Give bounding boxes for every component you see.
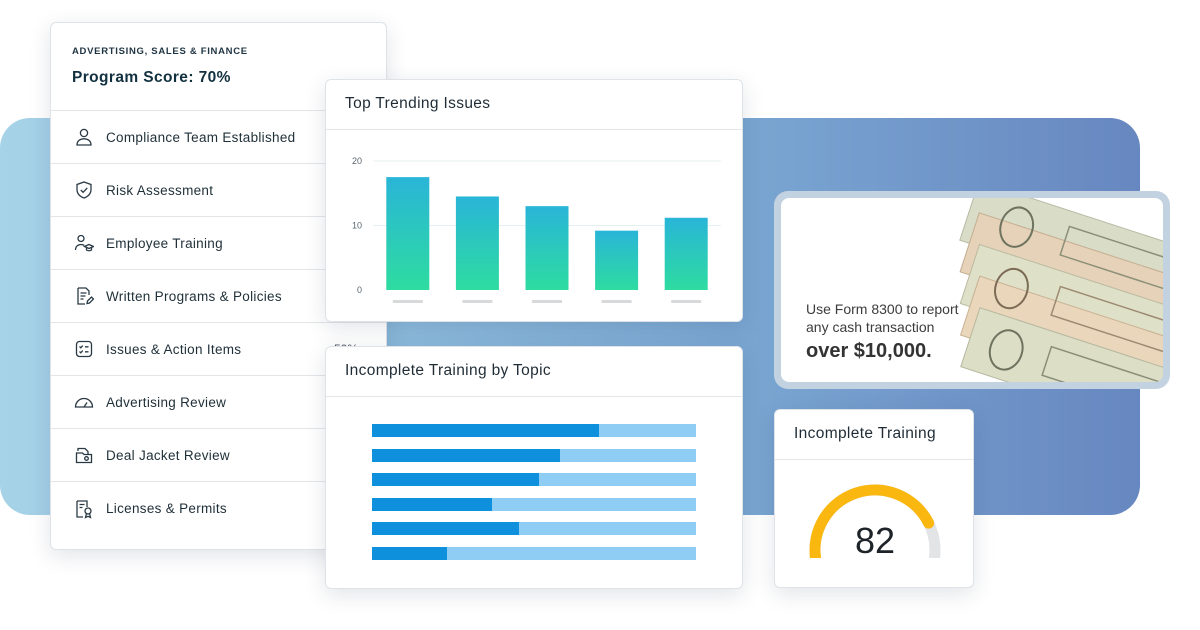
program-category: ADVERTISING, SALES & FINANCE bbox=[72, 46, 248, 57]
x-tick-placeholder bbox=[532, 300, 562, 303]
y-tick-label: 10 bbox=[352, 221, 362, 231]
topic-bar-fill bbox=[372, 497, 492, 511]
folder-icon bbox=[73, 444, 95, 466]
ad-line-2: any cash transaction bbox=[806, 319, 935, 335]
topic-bar[interactable] bbox=[372, 546, 696, 560]
program-item-employee-training[interactable]: Employee Training bbox=[51, 217, 386, 270]
bar[interactable] bbox=[664, 217, 708, 290]
topic-bar[interactable] bbox=[372, 473, 696, 486]
topic-bar-fill bbox=[372, 473, 539, 486]
topic-title: Incomplete Training by Topic bbox=[326, 347, 742, 397]
topic-bar-fill bbox=[372, 546, 447, 560]
program-item-label: Employee Training bbox=[106, 235, 223, 251]
form-8300-banner-inner: Use Form 8300 to report any cash transac… bbox=[781, 198, 1163, 382]
x-tick-placeholder bbox=[392, 300, 423, 303]
topic-bar[interactable] bbox=[372, 424, 696, 437]
program-item-label: Deal Jacket Review bbox=[106, 447, 230, 463]
ad-line-3: over $10,000. bbox=[806, 340, 932, 362]
topic-bar[interactable] bbox=[372, 497, 696, 511]
program-item-label: Compliance Team Established bbox=[106, 129, 296, 145]
user-icon bbox=[73, 126, 95, 148]
trending-title: Top Trending Issues bbox=[326, 80, 742, 130]
trending-bar-chart: 0 10 20 bbox=[352, 156, 721, 303]
cash-image bbox=[959, 198, 1163, 382]
ad-line-1: Use Form 8300 to report bbox=[806, 301, 959, 317]
x-tick-placeholder bbox=[601, 300, 632, 303]
topic-bar-list bbox=[372, 424, 696, 571]
topic-bar[interactable] bbox=[372, 448, 696, 462]
program-item-advertising-review[interactable]: Advertising Review bbox=[51, 376, 386, 429]
certificate-icon bbox=[73, 498, 95, 520]
incomplete-training-gauge-card: Incomplete Training 82 bbox=[774, 409, 974, 588]
y-tick-label: 0 bbox=[357, 285, 362, 295]
x-tick-placeholder bbox=[671, 300, 702, 303]
trending-issues-card: Top Trending Issues 0 10 20 bbox=[325, 79, 743, 322]
topic-bar-fill bbox=[372, 522, 520, 535]
document-edit-icon bbox=[73, 285, 95, 307]
gauge-fill bbox=[809, 484, 935, 558]
shield-check-icon bbox=[73, 179, 95, 201]
program-item-label: Risk Assessment bbox=[106, 182, 214, 198]
program-item-label: Written Programs & Policies bbox=[106, 288, 282, 304]
program-item-label: Advertising Review bbox=[106, 394, 227, 410]
bar[interactable] bbox=[595, 230, 639, 290]
y-tick-label: 20 bbox=[352, 156, 362, 166]
gauge-arc bbox=[809, 484, 941, 558]
form-8300-banner[interactable]: Use Form 8300 to report any cash transac… bbox=[774, 191, 1170, 389]
x-tick-placeholder bbox=[462, 300, 493, 303]
program-item-label: Licenses & Permits bbox=[106, 501, 227, 516]
program-score: Program Score: 70% bbox=[72, 69, 231, 86]
bar[interactable] bbox=[455, 196, 499, 290]
gauge-title: Incomplete Training bbox=[775, 410, 973, 460]
gauge-value: 82 bbox=[854, 520, 896, 561]
training-by-topic-card: Incomplete Training by Topic bbox=[325, 346, 743, 589]
gauge-icon bbox=[73, 391, 95, 413]
topic-bar-fill bbox=[372, 448, 560, 462]
program-item-risk-assessment[interactable]: Risk Assessment bbox=[51, 164, 386, 217]
program-header: ADVERTISING, SALES & FINANCE Program Sco… bbox=[51, 23, 386, 111]
graduate-icon bbox=[73, 232, 95, 254]
program-item-written-programs[interactable]: Written Programs & Policies bbox=[51, 270, 386, 323]
bar[interactable] bbox=[386, 177, 430, 290]
checklist-icon bbox=[73, 338, 95, 360]
bar[interactable] bbox=[525, 206, 569, 290]
program-item-compliance-team[interactable]: Compliance Team Established bbox=[51, 111, 386, 164]
program-item-label: Issues & Action Items bbox=[106, 341, 242, 357]
topic-bar-fill bbox=[372, 424, 599, 437]
topic-bar[interactable] bbox=[372, 522, 696, 535]
program-item-licenses[interactable]: Licenses & Permits bbox=[51, 482, 386, 535]
program-item-deal-jacket[interactable]: Deal Jacket Review bbox=[51, 429, 386, 482]
